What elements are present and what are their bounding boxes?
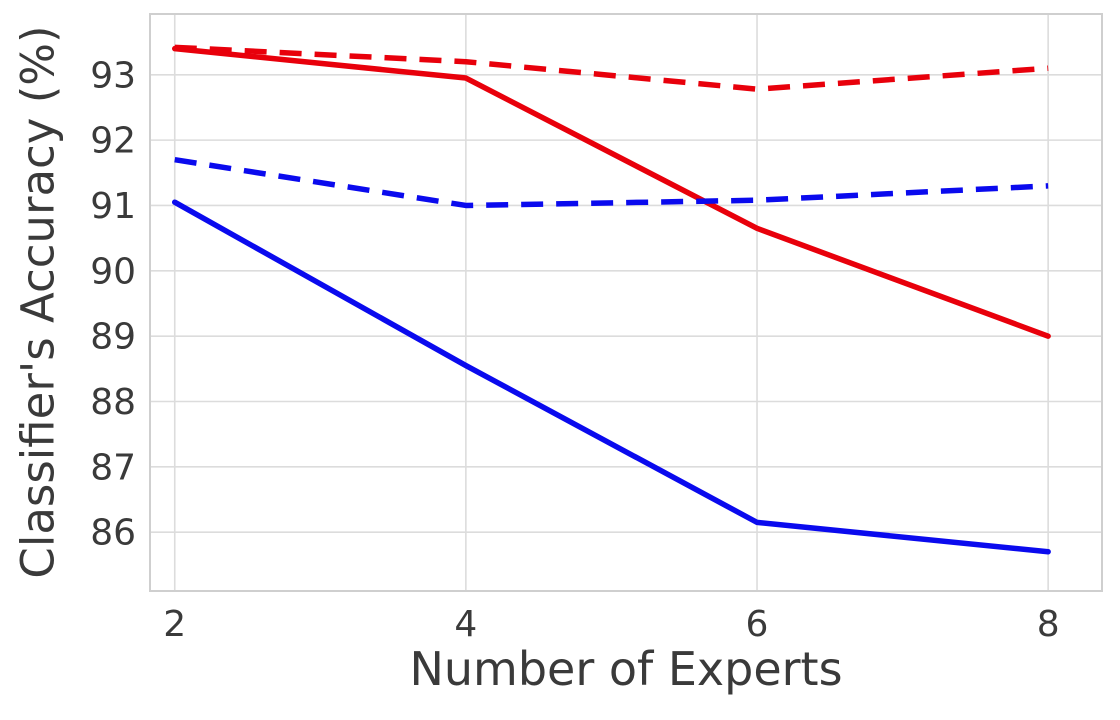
axes-background <box>150 14 1102 591</box>
series-red-dashed <box>174 44 1049 92</box>
x-tick-label: 8 <box>1037 604 1060 645</box>
y-tick-label: 90 <box>90 251 136 292</box>
y-tick-label: 88 <box>90 382 136 423</box>
series-red-solid <box>171 45 1051 339</box>
series-blue-dashed <box>174 157 1049 209</box>
x-tick-label: 4 <box>454 604 477 645</box>
axes-border <box>149 13 1103 592</box>
x-tick-label: 6 <box>746 604 769 645</box>
y-tick-label: 86 <box>90 513 136 554</box>
y-axis-label: Classifier's Accuracy (%) <box>11 25 65 579</box>
y-tick-label: 89 <box>90 317 136 358</box>
x-axis-label: Number of Experts <box>409 642 843 696</box>
series-blue-solid <box>171 199 1051 555</box>
x-tick-label: 2 <box>163 604 186 645</box>
y-tick-label: 87 <box>90 447 136 488</box>
y-tick-label: 91 <box>90 186 136 227</box>
y-tick-label: 92 <box>90 121 136 162</box>
y-tick-label: 93 <box>90 55 136 96</box>
